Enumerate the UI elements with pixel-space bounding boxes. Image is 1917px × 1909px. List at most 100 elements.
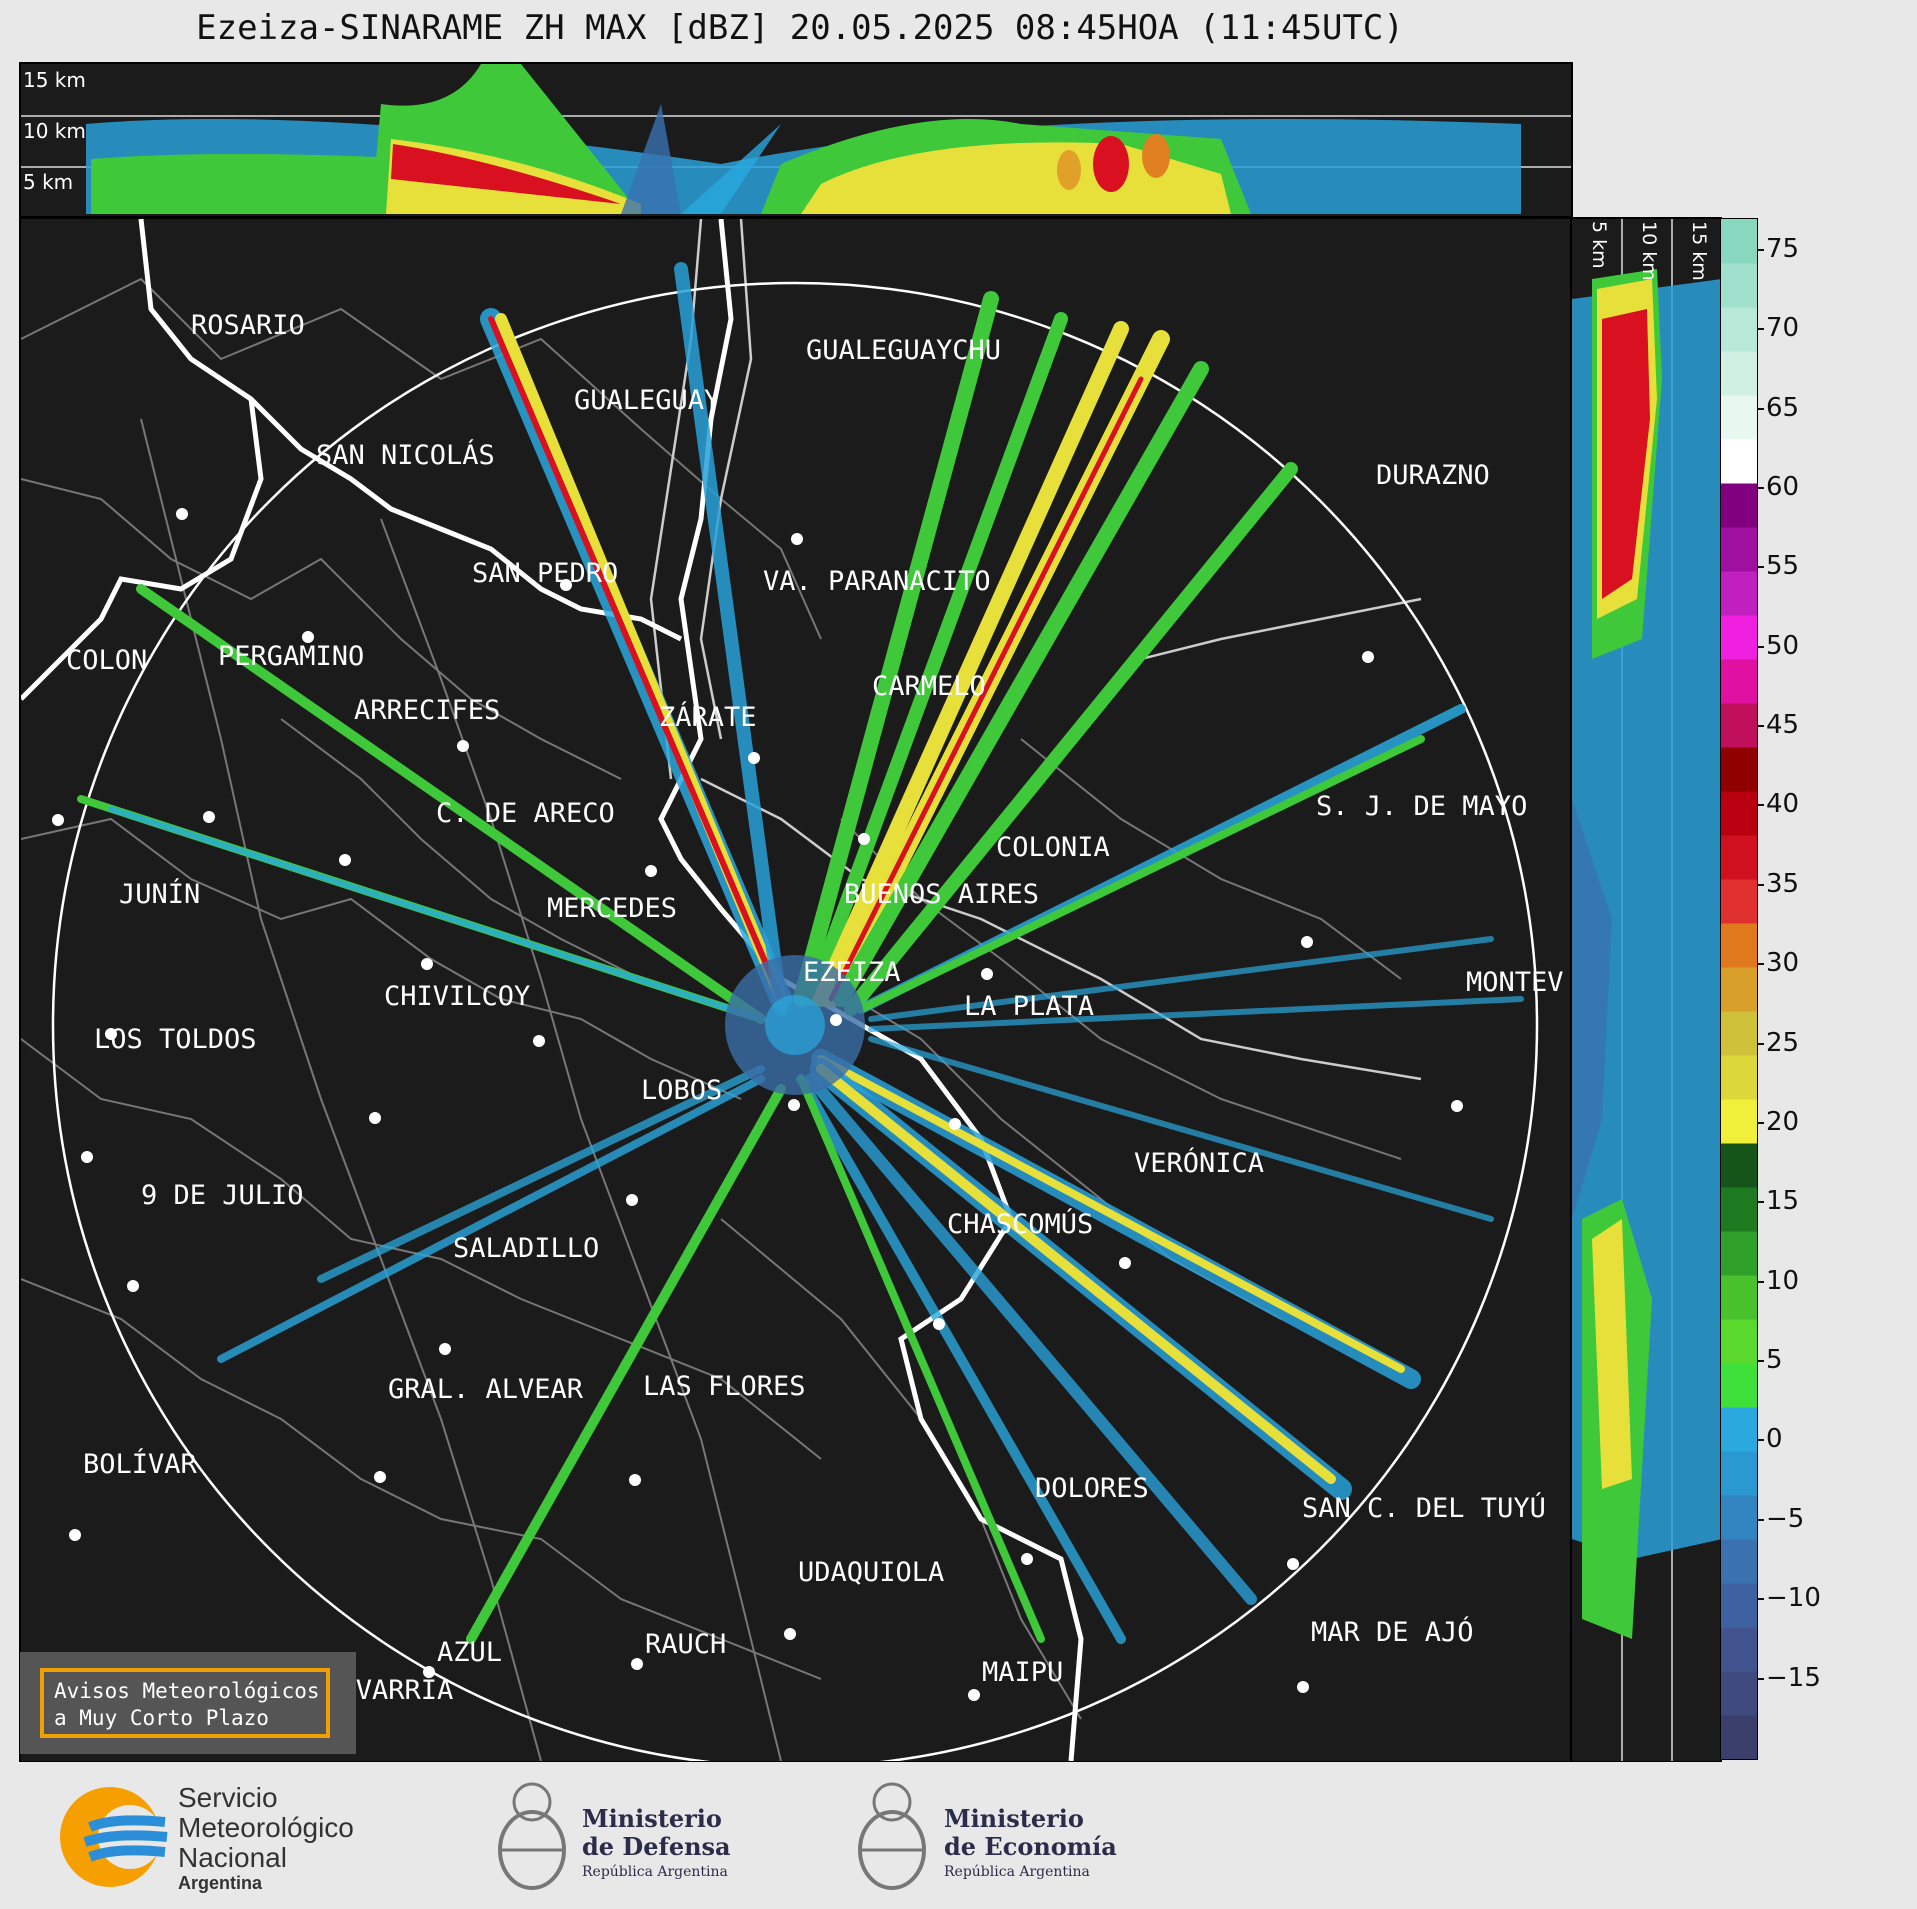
side-alt-label-5km: 5 km — [1588, 221, 1610, 269]
city-label-mar-de-ajo: MAR DE AJÓ — [1311, 1616, 1474, 1648]
colorbar-segment — [1721, 1715, 1757, 1759]
colorbar-tick-label: 55 — [1766, 551, 1800, 582]
colorbar-segment — [1721, 527, 1757, 572]
colorbar-segment — [1721, 659, 1757, 704]
economia-line-2: de Economía — [944, 1832, 1117, 1861]
colorbar-tick — [1757, 963, 1764, 966]
colorbar-segment — [1721, 1275, 1757, 1320]
colorbar-segment — [1721, 1319, 1757, 1364]
colorbar-segment — [1721, 879, 1757, 924]
city-label-rosario: ROSARIO — [191, 310, 305, 341]
city-label-bolivar: BOLÍVAR — [83, 1448, 198, 1480]
city-label-saladillo: SALADILLO — [453, 1233, 599, 1264]
colorbar-segment — [1721, 1143, 1757, 1188]
colorbar-tick-label: 75 — [1766, 233, 1800, 264]
economia-sub: República Argentina — [944, 1864, 1090, 1880]
range-ring — [51, 281, 1539, 1761]
city-label-pergamino: PERGAMINO — [218, 641, 364, 672]
alt-label-15km: 15 km — [23, 68, 86, 92]
city-label-va-paranacito: VA. PARANACITO — [763, 566, 991, 597]
top-cross-section-plot — [21, 64, 1571, 214]
colorbar-tick-label: 5 — [1766, 1345, 1783, 1376]
city-label-la-plata: LA PLATA — [964, 991, 1094, 1022]
city-label-chivilcoy: CHIVILCOY — [384, 981, 530, 1012]
colorbar-tick-label: −15 — [1766, 1662, 1821, 1693]
economia-line-1: Ministerio — [944, 1804, 1084, 1833]
colorbar-segment — [1721, 219, 1757, 264]
smn-line-1: Servicio — [178, 1782, 278, 1813]
city-label-los-toldos: LOS TOLDOS — [94, 1024, 257, 1055]
city-label-colonia: COLONIA — [996, 832, 1110, 863]
defensa-sub: República Argentina — [582, 1864, 728, 1880]
colorbar-tick-label: 15 — [1766, 1186, 1800, 1217]
city-label-san-nicolas: SAN NICOLÁS — [316, 439, 495, 471]
colorbar-segment — [1721, 923, 1757, 968]
top-cross-section-panel: 15 km 10 km 5 km — [19, 62, 1573, 218]
city-label-9-de-julio: 9 DE JULIO — [141, 1180, 304, 1211]
colorbar-segment — [1721, 1451, 1757, 1496]
colorbar-segment — [1721, 395, 1757, 440]
city-label-durazno: DURAZNO — [1376, 460, 1490, 491]
colorbar-tick-label: −5 — [1766, 1503, 1805, 1534]
alert-line-1: Avisos Meteorológicos — [54, 1679, 320, 1703]
colorbar-tick — [1757, 1439, 1764, 1442]
city-label-lobos: LOBOS — [641, 1075, 722, 1106]
city-label-montevideo: MONTEV — [1466, 967, 1564, 998]
colorbar-tick-label: 35 — [1766, 868, 1800, 899]
colorbar-segment — [1721, 703, 1757, 748]
colorbar-tick-label: 0 — [1766, 1424, 1783, 1455]
alt-label-10km: 10 km — [23, 119, 86, 143]
colorbar-segment — [1721, 263, 1757, 308]
city-label-carmelo: CARMELO — [872, 671, 986, 702]
city-label-rauch: RAUCH — [645, 1629, 726, 1660]
city-label-udaquiola: UDAQUIOLA — [798, 1557, 944, 1588]
colorbar-segment — [1721, 615, 1757, 660]
colorbar-segment — [1721, 1671, 1757, 1716]
colorbar-segment — [1721, 747, 1757, 792]
colorbar-segment — [1721, 1539, 1757, 1584]
colorbar-segment — [1721, 1495, 1757, 1540]
colorbar-tick-label: 40 — [1766, 789, 1800, 820]
city-label-buenos-aires: BUENOS AIRES — [844, 879, 1039, 910]
colorbar-segment — [1721, 1407, 1757, 1452]
colorbar-segment — [1721, 967, 1757, 1012]
city-label-veronica: VERÓNICA — [1134, 1147, 1264, 1179]
defensa-line-2: de Defensa — [582, 1832, 731, 1861]
city-label-ezeiza: EZEIZA — [803, 957, 901, 988]
colorbar-tick — [1757, 486, 1764, 489]
colorbar-segment — [1721, 351, 1757, 396]
alert-box[interactable]: Avisos Meteorológicos a Muy Corto Plazo — [20, 1652, 356, 1754]
colorbar-tick — [1757, 566, 1764, 569]
colorbar-segment — [1721, 439, 1757, 484]
colorbar-tick-label: 30 — [1766, 948, 1800, 979]
colorbar-tick-label: −10 — [1766, 1583, 1821, 1614]
colorbar-tick — [1757, 804, 1764, 807]
city-markers — [52, 508, 1463, 1718]
colorbar-segment — [1721, 483, 1757, 528]
colorbar-tick-label: 10 — [1766, 1265, 1800, 1296]
smn-line-3: Nacional — [178, 1842, 287, 1873]
city-label-c-de-areco: C. DE ARECO — [436, 798, 615, 829]
city-label-gualeguaychu: GUALEGUAYCHU — [806, 335, 1001, 366]
city-label-maipu: MAIPU — [982, 1657, 1063, 1688]
colorbar-tick-label: 70 — [1766, 313, 1800, 344]
city-label-san-c-del-tuyu: SAN C. DEL TUYÚ — [1302, 1492, 1546, 1524]
colorbar-tick — [1757, 645, 1764, 648]
alert-line-2: a Muy Corto Plazo — [54, 1706, 269, 1730]
colorbar-tick — [1757, 1042, 1764, 1045]
colorbar-segment — [1721, 1011, 1757, 1056]
colorbar-segment — [1721, 791, 1757, 836]
city-label-gualeguay: GUALEGUAY — [574, 385, 720, 416]
defensa-line-1: Ministerio — [582, 1804, 722, 1833]
city-label-san-pedro: SAN PEDRO — [472, 558, 618, 589]
colorbar-tick — [1757, 725, 1764, 728]
colorbar-tick — [1757, 1280, 1764, 1283]
city-label-colon: COLON — [66, 645, 147, 676]
colorbar-tick — [1757, 407, 1764, 410]
colorbar-segment — [1721, 1187, 1757, 1232]
defensa-coat-of-arms-icon — [498, 1782, 566, 1890]
colorbar-segment — [1721, 1231, 1757, 1276]
side-alt-label-10km: 10 km — [1638, 221, 1660, 281]
city-label-chascomus: CHASCOMÚS — [947, 1208, 1093, 1240]
colorbar-segment — [1721, 1583, 1757, 1628]
